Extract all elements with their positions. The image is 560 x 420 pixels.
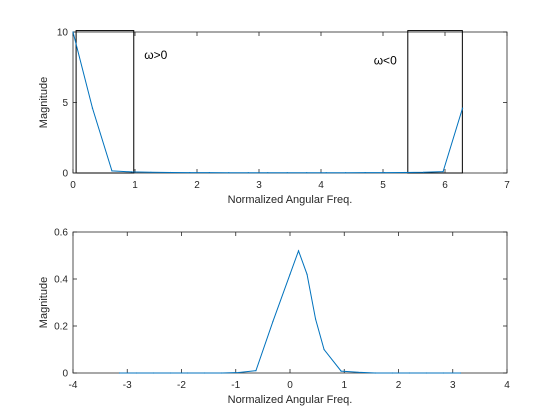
bottom-data-point bbox=[323, 348, 325, 351]
bottom-data-point bbox=[153, 372, 155, 374]
bottom-x-tick-label: -1 bbox=[231, 380, 240, 391]
bottom-data-point bbox=[314, 318, 317, 320]
bottom-data-point bbox=[238, 371, 240, 374]
bottom-data-point bbox=[255, 370, 257, 372]
top-x-tick-label: 4 bbox=[318, 180, 324, 191]
top-data-point bbox=[345, 172, 347, 174]
top-data-point bbox=[130, 171, 133, 173]
bottom-data-point bbox=[118, 372, 121, 374]
top-annotation: ω<0 bbox=[374, 53, 397, 67]
bottom-data-point bbox=[221, 372, 223, 374]
bottom-data-point bbox=[272, 320, 274, 322]
bottom-data-point bbox=[136, 372, 138, 374]
top-x-tick-label: 3 bbox=[256, 180, 262, 191]
top-data-point bbox=[403, 171, 405, 174]
bottom-data-point bbox=[374, 372, 376, 374]
bottom-data-point bbox=[289, 273, 291, 275]
top-data-point bbox=[325, 172, 327, 174]
bottom-data-point bbox=[170, 372, 172, 374]
bottom-data-point bbox=[297, 250, 300, 252]
bottom-x-tick-label: 2 bbox=[396, 380, 402, 391]
top-x-tick-label: 1 bbox=[132, 180, 138, 191]
top-data-point bbox=[247, 172, 249, 174]
bottom-y-tick-label: 0.6 bbox=[54, 228, 68, 239]
top-x-tick-label: 0 bbox=[70, 180, 76, 191]
bottom-x-tick-label: -3 bbox=[123, 380, 132, 391]
top-data-point bbox=[169, 171, 172, 174]
top-x-axis-label: Normalized Angular Freq. bbox=[228, 194, 353, 206]
bottom-x-tick-label: 0 bbox=[287, 380, 293, 391]
top-x-tick-label: 7 bbox=[504, 180, 510, 191]
top-data-point bbox=[111, 170, 113, 172]
bottom-data-point bbox=[408, 372, 410, 374]
top-data-point bbox=[208, 171, 210, 174]
bottom-data-point bbox=[459, 372, 462, 374]
top-x-tick-label: 2 bbox=[194, 180, 200, 191]
top-y-tick-label: 10 bbox=[57, 28, 69, 39]
bottom-data-point bbox=[425, 372, 427, 374]
bottom-data-point bbox=[187, 372, 189, 374]
bottom-y-tick-label: 0 bbox=[62, 369, 68, 380]
bottom-axes-frame bbox=[72, 231, 508, 374]
top-data-point bbox=[461, 107, 464, 109]
bottom-x-tick-label: -2 bbox=[177, 380, 186, 391]
top-data-point bbox=[228, 172, 230, 174]
top-data-point bbox=[423, 171, 425, 173]
bottom-data-point bbox=[357, 371, 359, 373]
bottom-y-tick-label: 0.2 bbox=[54, 322, 68, 333]
top-x-tick-label: 5 bbox=[380, 180, 386, 191]
bottom-data-point bbox=[340, 370, 342, 372]
top-data-point bbox=[306, 172, 308, 174]
top-data-point bbox=[286, 172, 288, 174]
bottom-data-point bbox=[442, 372, 444, 374]
top-annotation: ω>0 bbox=[144, 48, 167, 62]
top-data-point bbox=[91, 107, 94, 109]
top-data-point bbox=[384, 171, 386, 174]
top-y-axis-label: Magnitude bbox=[38, 77, 50, 128]
top-data-point bbox=[189, 171, 191, 174]
top-axes-frame bbox=[72, 31, 508, 174]
bottom-x-tick-label: 1 bbox=[341, 380, 347, 391]
bottom-x-axis-label: Normalized Angular Freq. bbox=[228, 394, 353, 406]
bottom-x-tick-label: 4 bbox=[504, 380, 510, 391]
bottom-y-tick-label: 0.4 bbox=[54, 275, 68, 286]
top-data-point bbox=[267, 172, 269, 174]
bottom-x-tick-label: 3 bbox=[450, 380, 456, 391]
bottom-axes: -4 -3 -2 -1 0 1 2 3 4 0 0.2 0.4 0.6 Normalized Angu… bbox=[38, 228, 510, 407]
bottom-x-tick-label: -4 bbox=[69, 380, 78, 391]
top-y-tick-label: 5 bbox=[62, 98, 68, 109]
top-x-tick-label: 6 bbox=[442, 180, 448, 191]
top-data-point bbox=[364, 171, 366, 174]
bottom-data-point bbox=[391, 372, 393, 374]
bottom-data-point bbox=[306, 273, 308, 275]
bottom-data-point bbox=[204, 372, 206, 374]
top-data-point bbox=[442, 170, 444, 173]
bottom-y-axis-label: Magnitude bbox=[38, 277, 50, 328]
top-axes: 0 1 2 3 4 5 6 7 0 5 10 ω>0 ω<0 Normalized Angular … bbox=[38, 28, 510, 207]
top-y-tick-label: 0 bbox=[62, 169, 68, 180]
top-highlight-box bbox=[75, 30, 135, 174]
top-data-point bbox=[150, 171, 152, 173]
top-highlight-box bbox=[407, 30, 463, 174]
top-data-point bbox=[72, 31, 74, 33]
